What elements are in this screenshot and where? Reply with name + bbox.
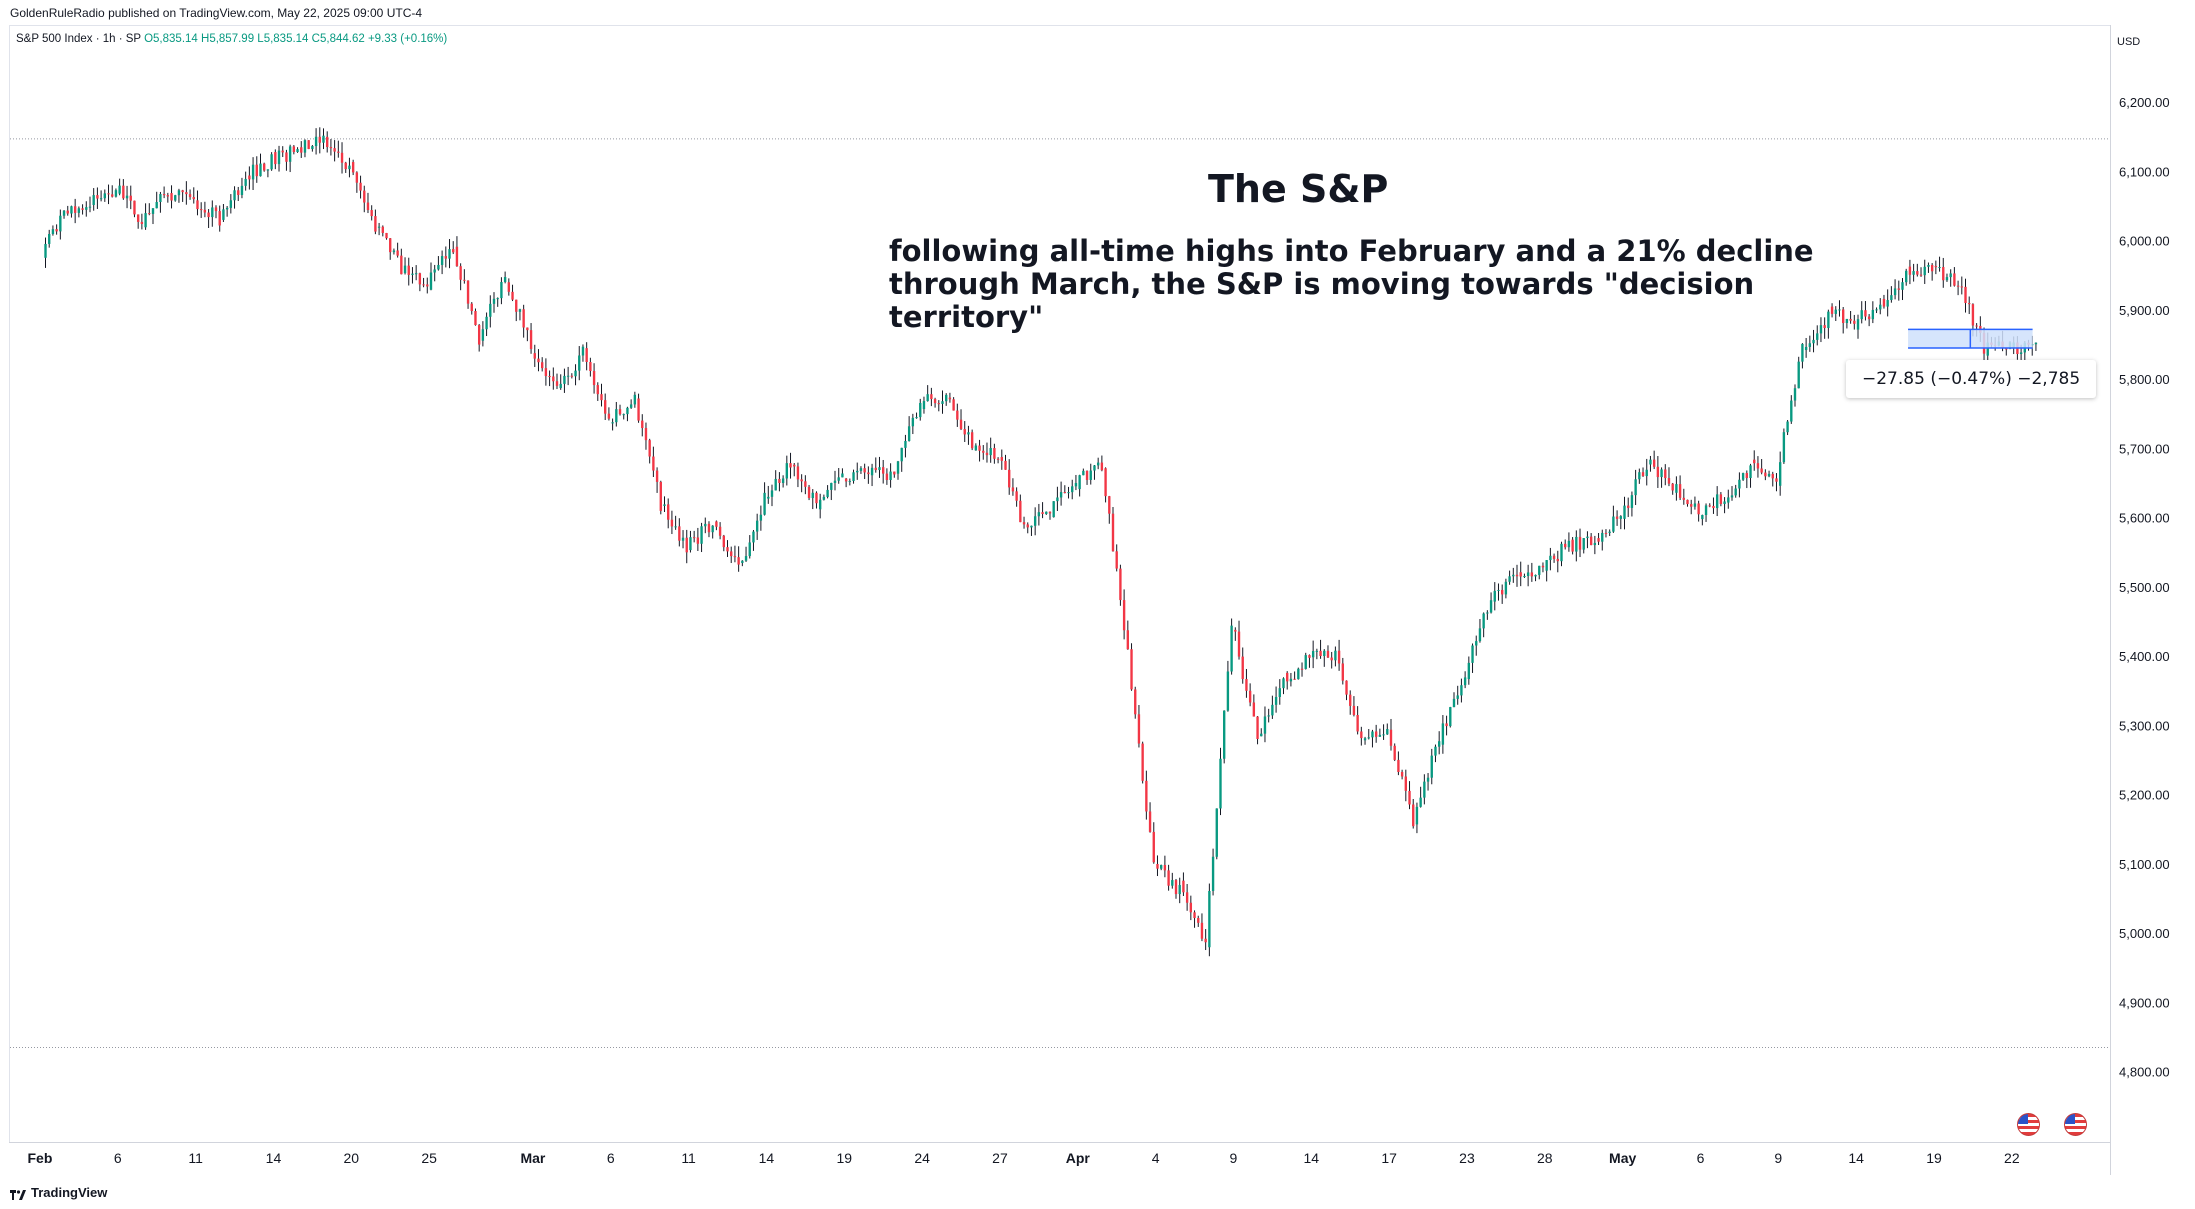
low-value: L5,835.14 <box>257 33 309 45</box>
footer-brand: TradingView <box>31 1185 108 1200</box>
symbol-legend: S&P 500 Index · 1h · SP O5,835.14 H5,857… <box>16 33 447 45</box>
high-value: H5,857.99 <box>201 33 255 45</box>
currency-label: USD <box>2117 36 2141 48</box>
close-value: C5,844.62 <box>311 33 365 45</box>
open-value: O5,835.14 <box>144 33 198 45</box>
symbol-name: S&P 500 Index · 1h · SP <box>16 33 141 45</box>
annotation-line-1: following all-time highs into February a… <box>889 234 1814 268</box>
chart-pane[interactable] <box>9 25 2111 1176</box>
publisher-line: GoldenRuleRadio published on TradingView… <box>10 6 423 20</box>
measure-readout: −27.85 (−0.47%) −2,785 <box>1846 360 2097 398</box>
time-axis[interactable] <box>9 1142 2110 1176</box>
change-value: +9.33 (+0.16%) <box>367 33 448 45</box>
annotation-line-2: through March, the S&P is moving towards… <box>889 267 1755 334</box>
us-flag-icon[interactable] <box>2017 1113 2040 1136</box>
price-axis[interactable] <box>2110 25 2185 1175</box>
annotation-title[interactable]: The S&P <box>1208 167 1389 211</box>
annotation-body[interactable]: following all-time highs into February a… <box>889 235 1889 334</box>
tradingview-logo: TradingView <box>10 1185 107 1200</box>
tradingview-mark-icon <box>10 1188 26 1200</box>
us-flag-icon[interactable] <box>2064 1113 2087 1136</box>
